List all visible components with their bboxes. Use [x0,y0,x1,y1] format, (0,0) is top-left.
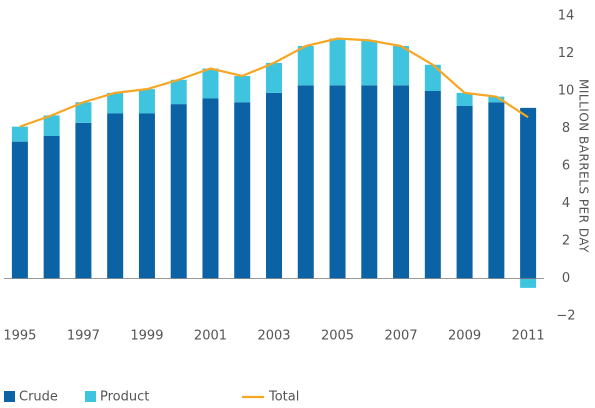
x-tick-label: 1999 [130,329,163,344]
total-line [19,37,529,128]
bar [43,115,60,136]
x-tick-label: 1995 [3,329,36,344]
y-tick-label: 4 [562,196,570,211]
x-tick-label: 1997 [67,329,100,344]
bar [75,122,92,279]
bar [170,79,187,105]
bar [138,113,155,279]
bar [329,38,346,86]
bar [234,76,251,103]
bar [11,141,28,279]
bar [11,126,28,142]
legend-label: Crude [19,390,58,405]
x-tick-label: 2003 [257,329,290,344]
y-tick-label: 2 [562,234,570,249]
bar [424,64,441,91]
bar [297,85,314,279]
bar [361,40,378,86]
y-tick-label: 0 [562,271,570,286]
bar [107,92,124,114]
legend-swatch [4,391,15,402]
x-tick-label: 2009 [448,329,481,344]
bar [456,106,473,279]
bar [234,102,251,279]
legend-label: Total [268,390,299,405]
bar [424,91,441,279]
bar [329,85,346,279]
x-tick-label: 2007 [385,329,418,344]
x-tick-label: 2011 [512,329,545,344]
bar [170,104,187,279]
bar [297,46,314,86]
bar [266,92,282,279]
bar [43,136,60,279]
bar [520,278,537,288]
bar [202,68,219,99]
x-tick-label: 2001 [194,329,227,344]
y-tick-label: 6 [562,159,570,174]
y-tick-label: 12 [558,46,575,61]
bar [75,102,92,123]
bar [266,62,282,93]
bar [393,46,410,86]
legend-swatch [85,391,96,402]
y-tick-label: 8 [562,121,570,136]
y-tick-label: −2 [556,309,575,324]
bar [393,85,410,279]
bar [520,107,537,279]
y-tick-label: 14 [558,9,575,24]
bar [488,102,505,279]
bar [488,96,505,103]
y-axis-label: MILLION BARRELS PER DAY [577,79,591,253]
bar [138,89,155,114]
y-tick-label: 10 [558,84,575,99]
bar [456,92,473,106]
bar [361,85,378,279]
bar [107,113,124,279]
legend-label: Product [100,390,149,405]
x-tick-label: 2005 [321,329,354,344]
bar [202,98,219,279]
